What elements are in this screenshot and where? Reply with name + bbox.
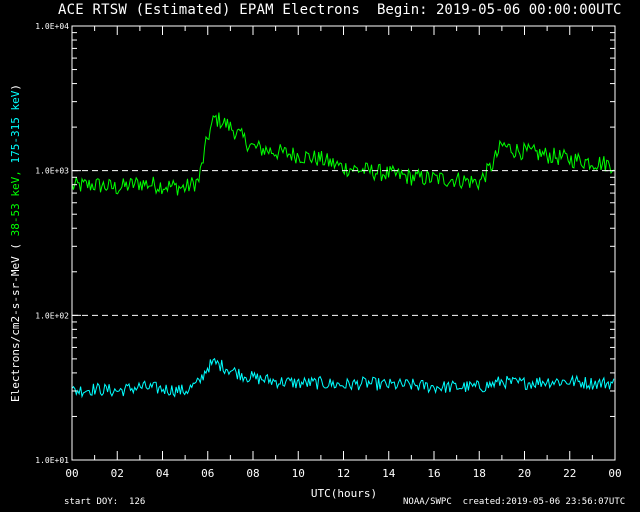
x-tick-label: 02 bbox=[111, 467, 124, 480]
x-tick-label: 20 bbox=[518, 467, 531, 480]
chart-title: ACE RTSW (Estimated) EPAM Electrons bbox=[58, 2, 361, 18]
x-tick-label: 14 bbox=[382, 467, 396, 480]
x-tick-label: 06 bbox=[201, 467, 214, 480]
begin-time: Begin: 2019-05-06 00:00:00UTC bbox=[377, 2, 622, 18]
x-tick-label: 10 bbox=[292, 467, 305, 480]
y-tick-label: 1.0E+04 bbox=[35, 22, 69, 31]
y-tick-label: 1.0E+01 bbox=[35, 456, 69, 465]
x-tick-label: 16 bbox=[427, 467, 440, 480]
x-tick-label: 08 bbox=[246, 467, 259, 480]
y-axis-label-suffix: ) bbox=[9, 84, 22, 91]
series-line-cyan bbox=[71, 357, 615, 399]
x-tick-label: 00 bbox=[65, 467, 78, 480]
x-tick-label: 04 bbox=[156, 467, 170, 480]
y-tick-label: 1.0E+03 bbox=[35, 167, 69, 176]
x-tick-label: 18 bbox=[473, 467, 486, 480]
x-tick-label: 12 bbox=[337, 467, 350, 480]
y-axis-label-green: 38-53 keV, bbox=[9, 170, 22, 236]
x-tick-label: 00 bbox=[608, 467, 621, 480]
y-tick-label: 1.0E+02 bbox=[35, 311, 69, 320]
series-line-green bbox=[71, 112, 615, 196]
y-axis-label-prefix: Electrons/cm2-s-sr-MeV ( bbox=[9, 236, 22, 402]
x-axis-label: UTC(hours) bbox=[311, 487, 377, 500]
y-axis-label-cyan: 175-315 keV bbox=[9, 90, 22, 163]
start-doy: start DOY: 126 bbox=[64, 497, 146, 507]
plot-frame bbox=[71, 25, 616, 461]
y-axis-label: Electrons/cm2-s-sr-MeV ( 38-53 keV, 175-… bbox=[9, 84, 22, 402]
credit-line: NOAA/SWPC created:2019-05-06 23:56:07UTC bbox=[403, 497, 626, 507]
x-tick-label: 22 bbox=[563, 467, 576, 480]
